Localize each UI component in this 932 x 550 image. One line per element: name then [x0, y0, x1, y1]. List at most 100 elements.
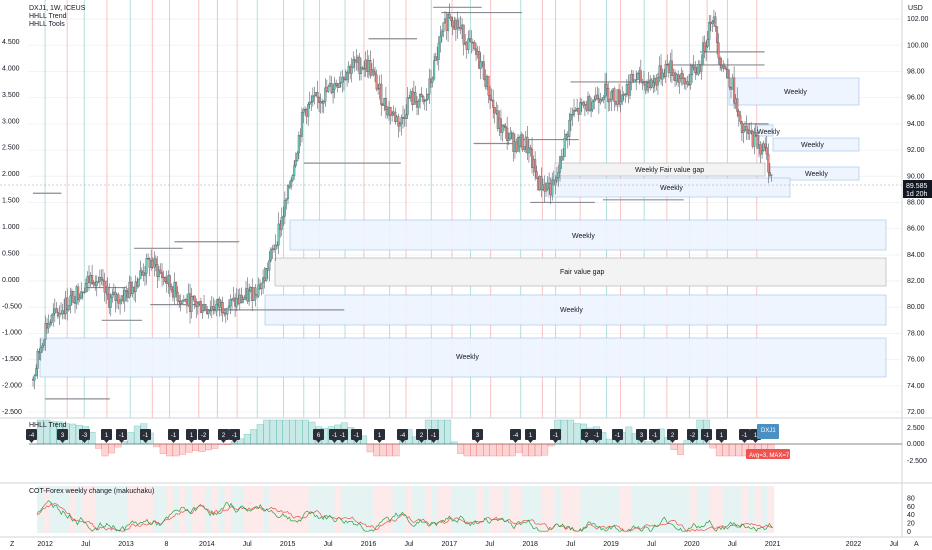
left-tick-label: 2.500	[2, 145, 20, 152]
candle-body	[613, 88, 616, 102]
candle-body	[678, 78, 681, 83]
candle-body	[756, 135, 759, 149]
trend-badge	[397, 429, 408, 440]
trend-badge-label: -2	[201, 433, 207, 439]
candle-body	[632, 74, 635, 83]
candle-body	[308, 101, 311, 105]
candle-body	[652, 82, 655, 88]
trend-badge	[649, 429, 660, 440]
trend-badge-label: -4	[29, 433, 35, 439]
cot-bg-stripe	[444, 486, 451, 533]
trend-badge-pointer	[201, 440, 206, 443]
cot-bg-stripe	[108, 486, 115, 533]
candle-body	[764, 143, 767, 148]
trend-badge-label: -1	[143, 433, 149, 439]
cot-panel-title[interactable]: COT-Forex weekly change (makuchaku)	[29, 488, 154, 495]
cot-bg-stripe	[761, 486, 768, 533]
candle-body	[447, 13, 450, 31]
candle-body	[591, 101, 594, 110]
trend-bar	[547, 443, 555, 447]
trend-bar	[133, 425, 141, 445]
left-tick-label: -1.500	[2, 356, 22, 363]
candle-body	[175, 281, 178, 293]
corner-right[interactable]: A	[914, 541, 919, 548]
cot-tick-label: 0	[907, 529, 911, 536]
trend-bar	[282, 419, 290, 445]
cot-tick-label: 80	[907, 495, 915, 502]
indicator-hhll-tools[interactable]: HHLL Tools	[29, 21, 65, 28]
candle-body	[161, 272, 164, 278]
candle-body	[327, 86, 330, 92]
trend-badge-label: 2	[585, 433, 589, 439]
trend-bar	[379, 443, 387, 457]
trend-badge-label: -1	[615, 433, 621, 439]
right-price-axis[interactable]: 102.00 100.00 98.00 96.00 94.00 92.00 90.00 88.…	[907, 16, 929, 416]
trend-panel-title[interactable]: HHLL Trend	[29, 422, 67, 429]
time-tick-label: Jul	[404, 541, 413, 548]
candle-body	[619, 101, 622, 105]
right-tick-label: 96.00	[907, 95, 925, 102]
trend-badge-pointer	[753, 440, 758, 443]
right-tick-label: 78.00	[907, 330, 925, 337]
corner-left[interactable]: Z	[10, 541, 15, 548]
candle-body	[361, 67, 364, 69]
time-axis[interactable]: 2012 Jul 2013 8 2014 Jul 2015 Jul 2016 Jul 2017 Jul…	[37, 541, 898, 548]
candle-body	[433, 60, 436, 80]
candle-body	[540, 176, 543, 190]
candle-body	[479, 61, 482, 69]
last-price-value: 89.585	[906, 183, 928, 190]
trend-badge-label: 1	[529, 433, 533, 439]
trend-bar	[735, 443, 743, 457]
trend-badge	[26, 429, 37, 440]
left-price-axis[interactable]: 4.500 4.000 3.500 3.000 2.500 2.000 1.500 1.000…	[2, 39, 22, 416]
right-tick-label: 74.00	[907, 383, 925, 390]
cot-bg-stripe	[237, 486, 245, 533]
cot-bg-stripe	[567, 486, 574, 533]
zone-label-3: Weekly	[801, 142, 824, 149]
candle-body	[91, 275, 94, 285]
trend-bar	[95, 443, 102, 449]
cot-bg-stripe	[729, 486, 736, 533]
candle-body	[423, 100, 426, 102]
candle-body	[352, 59, 355, 68]
candle-body	[419, 94, 422, 102]
trend-bar	[541, 443, 549, 456]
candle-body	[80, 291, 83, 298]
candle-body	[248, 290, 251, 302]
candle-body	[109, 297, 112, 308]
left-tick-label: 4.000	[2, 65, 20, 72]
trend-badge-pointer	[221, 440, 226, 443]
candle-body	[380, 83, 383, 105]
cot-bg-stripe	[198, 486, 206, 533]
candle-body	[391, 113, 394, 116]
trend-bar	[463, 443, 471, 457]
zone-weekly-2	[754, 124, 774, 137]
candle-body	[683, 78, 686, 85]
candle-body	[660, 65, 663, 80]
candle-body	[42, 339, 45, 346]
indicator-hhll-trend[interactable]: HHLL Trend	[29, 13, 67, 20]
candle-body	[750, 130, 753, 132]
left-tick-label: -2.000	[2, 383, 22, 390]
trend-badge-pointer	[652, 440, 657, 443]
trend-badge-pointer	[419, 440, 424, 443]
cot-bg-stripe	[690, 486, 697, 533]
candle-body	[78, 297, 81, 300]
trend-badge	[337, 429, 348, 440]
candle-body	[215, 303, 218, 312]
trend-bar	[114, 443, 122, 448]
candle-body	[681, 73, 684, 79]
trend-bar	[567, 419, 575, 445]
cot-bg-stripe	[644, 486, 652, 533]
candle-body	[170, 286, 173, 291]
candle-body	[318, 97, 321, 103]
trend-bar	[302, 419, 309, 445]
cot-bg-stripe	[670, 486, 678, 533]
time-tick-label: 2013	[118, 541, 134, 548]
trend-badge-label: -1	[340, 433, 346, 439]
candle-body	[622, 94, 625, 96]
candle-body	[555, 177, 558, 181]
trend-badge	[218, 429, 229, 440]
zone-label-4: Weekly Fair value gap	[635, 167, 704, 174]
trend-badge-pointer	[29, 440, 34, 443]
